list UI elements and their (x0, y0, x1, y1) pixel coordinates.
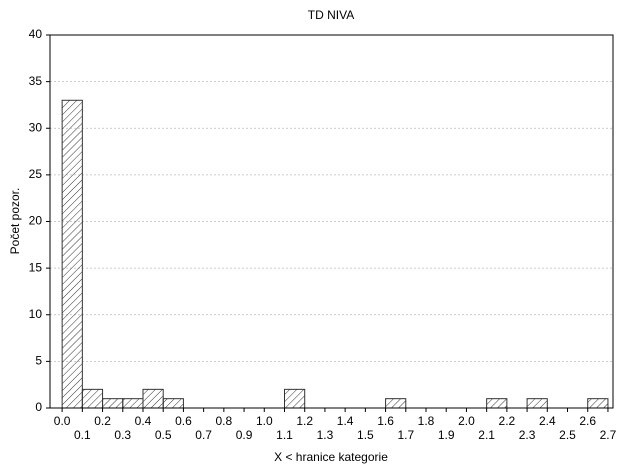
y-tick-label: 10 (29, 307, 43, 321)
x-tick-label: 0.5 (155, 428, 172, 442)
x-tick-label: 0.0 (54, 414, 71, 428)
y-tick-label: 40 (29, 27, 43, 41)
x-tick-label: 0.2 (94, 414, 111, 428)
y-tick-label: 15 (29, 260, 43, 274)
x-tick-label: 1.8 (418, 414, 435, 428)
bar (385, 398, 407, 409)
y-tick-label: 25 (29, 167, 43, 181)
x-tick-label: 2.3 (519, 428, 536, 442)
chart-title: TD NIVA (308, 8, 354, 22)
x-tick-label: 2.7 (600, 428, 617, 442)
bar (61, 99, 83, 409)
x-tick-label: 0.1 (74, 428, 91, 442)
x-tick-label: 1.4 (337, 414, 354, 428)
y-tick-label: 5 (35, 354, 42, 368)
bar (102, 398, 124, 409)
x-tick-label: 1.7 (397, 428, 414, 442)
x-tick-label: 0.3 (114, 428, 131, 442)
bar (486, 398, 508, 409)
x-tick-label: 1.0 (256, 414, 273, 428)
x-tick-label: 1.3 (317, 428, 334, 442)
x-tick-label: 2.2 (499, 414, 516, 428)
x-tick-label: 0.4 (135, 414, 152, 428)
plot-frame (49, 34, 614, 409)
x-tick-label: 1.2 (296, 414, 313, 428)
x-tick-label: 2.6 (579, 414, 596, 428)
x-tick-label: 2.0 (458, 414, 475, 428)
x-tick-label: 1.1 (276, 428, 293, 442)
x-tick-label: 0.8 (216, 414, 233, 428)
x-tick-label: 0.6 (175, 414, 192, 428)
x-tick-label: 0.7 (195, 428, 212, 442)
bar (283, 388, 306, 409)
y-tick-label: 35 (29, 74, 43, 88)
x-tick-label: 1.6 (377, 414, 394, 428)
bar (587, 398, 609, 409)
bar (81, 388, 104, 409)
y-axis-label: Počet pozor. (8, 188, 22, 255)
x-tick-label: 2.5 (559, 428, 576, 442)
x-tick-label: 0.9 (236, 428, 253, 442)
bar (526, 398, 548, 409)
x-axis-label: X < hranice kategorie (274, 450, 388, 464)
y-tick-label: 0 (35, 400, 42, 414)
bar (142, 388, 164, 409)
x-tick-label: 1.9 (438, 428, 455, 442)
bar (122, 398, 144, 409)
bar (162, 398, 184, 409)
x-tick-label: 2.4 (539, 414, 556, 428)
y-tick-label: 30 (29, 120, 43, 134)
y-tick-label: 20 (29, 214, 43, 228)
x-tick-label: 2.1 (478, 428, 495, 442)
x-tick-label: 1.5 (357, 428, 374, 442)
